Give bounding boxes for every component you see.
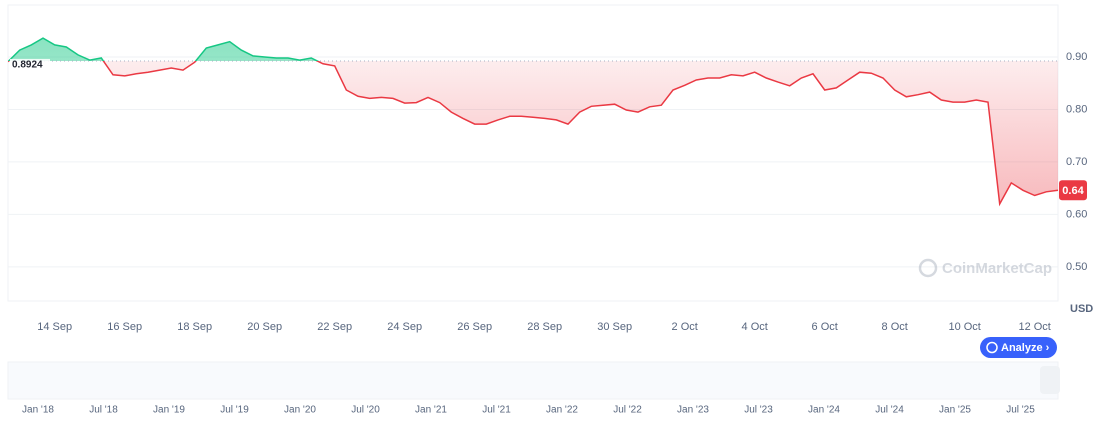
y-tick-label: 0.60 [1066, 208, 1087, 220]
navigator-label: Jan '20 [284, 405, 316, 416]
x-tick-label: 26 Sep [457, 321, 492, 333]
navigator-label: Jul '22 [613, 405, 642, 416]
x-tick-label: 28 Sep [527, 321, 562, 333]
x-tick-label: 8 Oct [882, 321, 908, 333]
navigator-label: Jul '19 [220, 405, 249, 416]
analyze-button-bg[interactable] [980, 337, 1057, 358]
y-tick-label: 0.50 [1066, 261, 1087, 273]
navigator-label: Jul '18 [89, 405, 118, 416]
analyze-button[interactable]: Analyze › [980, 337, 1057, 358]
watermark-logo [918, 258, 938, 278]
x-tick-label: 22 Sep [317, 321, 352, 333]
navigator-label: Jan '23 [677, 405, 709, 416]
y-tick-label: 0.70 [1066, 156, 1087, 168]
area-down [8, 60, 1058, 204]
analyze-button-label[interactable]: Analyze › [1001, 342, 1050, 354]
x-tick-label: 18 Sep [177, 321, 212, 333]
navigator-label: Jul '24 [875, 405, 904, 416]
x-tick-label: 16 Sep [107, 321, 142, 333]
navigator-label: Jan '22 [546, 405, 578, 416]
x-tick-label: 24 Sep [387, 321, 422, 333]
y-tick-label: 0.80 [1066, 103, 1087, 115]
x-tick-label: 6 Oct [812, 321, 838, 333]
navigator-label: Jan '25 [939, 405, 971, 416]
navigator-label: Jul '25 [1006, 405, 1035, 416]
x-tick-label: 30 Sep [597, 321, 632, 333]
x-tick-label: 2 Oct [672, 321, 698, 333]
navigator-label: Jan '19 [153, 405, 185, 416]
navigator-label: Jul '23 [744, 405, 773, 416]
watermark: CoinMarketCap [918, 258, 1052, 278]
last-value-badge [1059, 180, 1087, 201]
navigator-label: Jul '20 [351, 405, 380, 416]
baseline-label-bg [10, 58, 50, 70]
x-tick-label: 10 Oct [948, 321, 980, 333]
x-tick-label: 12 Oct [1018, 321, 1050, 333]
watermark-text: CoinMarketCap [942, 260, 1052, 277]
navigator-label: Jan '21 [415, 405, 447, 416]
navigator-label: Jan '24 [808, 405, 840, 416]
x-tick-label: 4 Oct [742, 321, 768, 333]
y-tick-label: 0.90 [1066, 51, 1087, 63]
currency-label: USD [1070, 303, 1093, 315]
analyze-icon [986, 341, 998, 354]
x-tick-label: 20 Sep [247, 321, 282, 333]
navigator-label: Jul '21 [482, 405, 511, 416]
navigator-label: Jan '18 [22, 405, 54, 416]
navigator[interactable] [7, 361, 1059, 400]
price-line-down [8, 60, 1058, 207]
area-up [8, 38, 318, 61]
plot-frame [7, 4, 1059, 302]
x-tick-label: 14 Sep [37, 321, 72, 333]
baseline-label: 0.8924 [12, 60, 43, 71]
last-value-label: 0.64 [1062, 185, 1084, 197]
navigator-handle[interactable] [1040, 366, 1060, 394]
